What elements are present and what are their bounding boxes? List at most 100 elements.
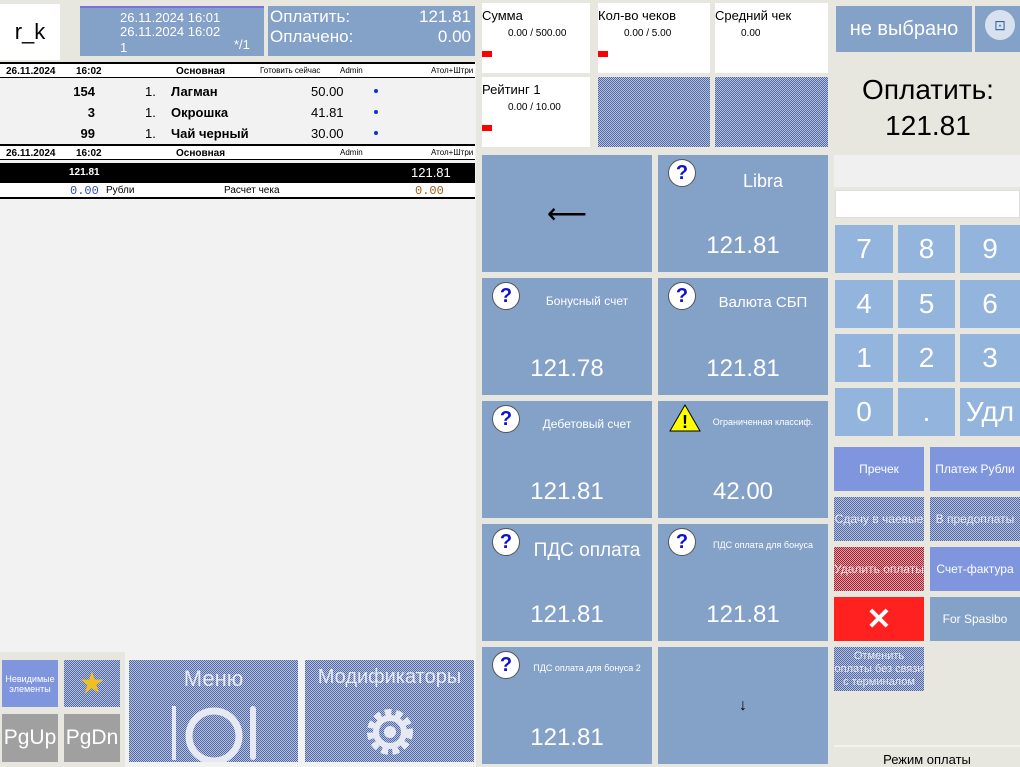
help-icon: ? [668,528,696,556]
input-area [834,155,1020,187]
order-item[interactable]: 99 1. Чай черный 30.00 [0,126,475,146]
tile-amount: 121.81 [706,601,780,628]
tile-label: ПДС оплата [533,540,641,561]
total-bar: 121.81 121.81 [0,163,475,183]
cancel-offline-button[interactable]: Отменить оплаты без связи с терминалом [834,647,924,691]
amount-input[interactable] [835,190,1020,218]
stat-card: Сумма 0.00 / 500.00 [482,3,590,73]
scan-button[interactable]: ⊡ [975,6,1020,52]
stat-card: Кол-во чеков 0.00 / 5.00 [598,3,710,73]
menu: Основная [176,66,226,77]
payment-type-tile[interactable]: ? Libra 121.81 [658,155,828,272]
pgup-button[interactable]: PgUp [2,714,58,762]
warning-icon: ! [668,403,702,440]
progress-indicator [482,51,492,57]
keypad-key[interactable]: 8 [898,225,955,273]
payment-label: Расчет чека [224,185,280,196]
order-header: 26.11.2024 16:02 Основная Готовить сейча… [0,62,475,78]
date: 26.11.2024 [6,148,56,159]
pay-rub-button[interactable]: Платеж Рубли [930,447,1020,491]
logo: r_k [0,4,60,60]
tile-amount: 121.81 [530,601,604,628]
stat-title: Кол-во чеков [598,8,677,23]
delete-payments-button[interactable]: Удалить оплаты [834,547,924,591]
table: */1 [234,37,250,52]
invisible-elements-button[interactable]: Невидимые элементы [2,660,58,707]
keypad-key[interactable]: 4 [835,280,893,328]
menu-button[interactable]: Меню [129,660,298,762]
device: Атол+Штри [431,148,474,157]
keypad-key[interactable]: 7 [835,225,893,273]
pgdn-button[interactable]: PgDn [64,714,120,762]
opened-time: 26.11.2024 16:01 [120,10,221,25]
tile-label: Libra [742,171,784,191]
keypad-key[interactable]: 5 [898,280,955,328]
keypad-key[interactable]: Удл [960,388,1020,436]
keypad-key[interactable]: 2 [898,334,955,382]
tile-label: Дебетовый счет [542,417,632,431]
item-code: 154 [73,84,95,99]
spasibo-button[interactable]: For Spasibo [930,597,1020,641]
tile-amount: 121.81 [706,232,780,259]
payment-type-tile[interactable]: ! Ограниченная классиф. 42.00 [658,401,828,518]
arrow-down-icon: ↓ [739,696,747,714]
customer-button[interactable]: не выбрано [836,6,972,52]
user: Admin [340,66,363,75]
item-name: Окрошка [171,105,229,120]
paid-amount: 0.00 [70,184,99,198]
gear-icon [367,709,413,755]
stat-card: Рейтинг 1 0.00 / 10.00 [482,77,590,147]
payment-type-tile[interactable]: ? Дебетовый счет 121.81 [482,401,652,518]
prepay-button[interactable]: В предоплаты [930,497,1020,541]
item-name: Лагман [171,84,218,99]
tips-button[interactable]: Сдачу в чаевые [834,497,924,541]
payment-type-tile[interactable]: ? Бонусный счет 121.78 [482,278,652,395]
modifiers-button[interactable]: Модификаторы [305,660,474,762]
plate-icon [172,706,256,762]
item-qty: 1. [145,84,156,99]
back-button[interactable]: ⟵ [482,155,652,272]
order-item[interactable]: 3 1. Окрошка 41.81 [0,105,475,125]
tile-amount: 121.78 [530,355,604,382]
current-time: 26.11.2024 16:02 [120,24,221,39]
order-item[interactable]: 154 1. Лагман 50.00 [0,84,475,104]
stat-title: Сумма [482,8,523,23]
stat-title: Средний чек [715,8,792,23]
payment-type-tile[interactable]: ? ПДС оплата 121.81 [482,524,652,641]
time: 16:02 [76,148,102,159]
precheck-button[interactable]: Пречек [834,447,924,491]
keypad-key[interactable]: 0 [835,388,893,436]
item-price: 30.00 [311,126,344,141]
favorites-button[interactable]: ★ [64,660,120,707]
scroll-down-button[interactable]: ↓ [658,647,828,764]
cancel-button[interactable]: ✕ [834,597,924,641]
change-amount: 0.00 [415,184,444,198]
keypad-key[interactable]: 6 [960,280,1020,328]
stat-value: 0.00 [741,28,761,39]
item-price: 50.00 [311,84,344,99]
close-icon: ✕ [866,602,892,636]
paid-value: 0.00 [437,27,471,46]
total-left: 121.81 [69,167,100,178]
paid-label: Оплачено: [270,27,354,46]
payment-type-tile[interactable]: ? ПДС оплата для бонуса 2 121.81 [482,647,652,764]
date: 26.11.2024 [6,66,56,77]
item-qty: 1. [145,105,156,120]
order-panel [0,0,476,767]
invoice-button[interactable]: Счет-фактура [930,547,1020,591]
payment-type-tile[interactable]: ? Валюта СБП 121.81 [658,278,828,395]
to-pay-value: 121.81 [419,7,471,26]
keypad-key[interactable]: 9 [960,225,1020,273]
payment-type-tile[interactable]: ? ПДС оплата для бонуса 121.81 [658,524,828,641]
progress-indicator [482,125,492,131]
keypad-key[interactable]: . [898,388,955,436]
keypad-key[interactable]: 3 [960,334,1020,382]
help-icon: ? [492,651,520,679]
keypad-key[interactable]: 1 [835,334,893,382]
help-icon: ? [492,405,520,433]
modifiers-label: Модификаторы [317,666,462,688]
tile-amount: 121.81 [530,478,604,505]
item-qty: 1. [145,126,156,141]
tile-label: Бонусный счет [545,294,629,308]
tile-label: Валюта СБП [718,294,808,311]
